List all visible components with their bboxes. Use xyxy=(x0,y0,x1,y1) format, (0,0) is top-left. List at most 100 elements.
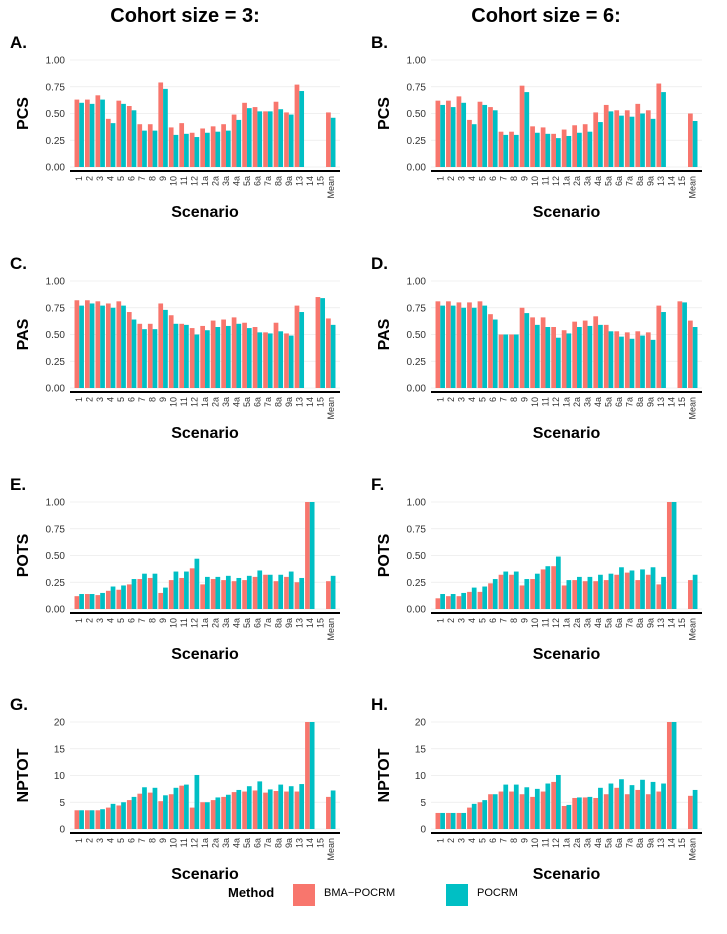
bar-pocrm-1a xyxy=(205,330,210,388)
bar-pocrm-4a xyxy=(598,324,603,388)
bar-bma-pocrm-11 xyxy=(540,127,546,167)
bar-bma-pocrm-3 xyxy=(95,95,101,167)
y-tick-label: 0.25 xyxy=(407,357,427,368)
bar-pocrm-13 xyxy=(299,91,305,167)
bar-pocrm-6a xyxy=(619,779,624,829)
bar-pocrm-2a xyxy=(577,576,582,609)
bar-pocrm-2a xyxy=(215,576,221,609)
x-tick-label: 10 xyxy=(169,838,179,848)
bar-bma-pocrm-1a xyxy=(200,802,205,829)
bar-bma-pocrm-7 xyxy=(498,791,504,829)
x-tick-label: 13 xyxy=(294,176,304,186)
bar-pocrm-2a xyxy=(215,797,221,829)
bar-bma-pocrm-7 xyxy=(137,793,143,829)
bar-bma-pocrm-13 xyxy=(656,584,662,609)
x-tick-label: 6a xyxy=(252,397,262,407)
bar-bma-pocrm-10 xyxy=(530,126,535,167)
panel-letter-a: A. xyxy=(10,33,27,52)
bar-bma-pocrm-mean xyxy=(326,318,331,388)
x-tick-label: 1 xyxy=(435,176,445,181)
x-tick-label: 6a xyxy=(614,618,624,628)
x-tick-label: 7a xyxy=(263,397,273,407)
y-tick-label: 0.25 xyxy=(46,578,66,589)
x-tick-label: 2 xyxy=(446,176,456,181)
x-tick-label: 11 xyxy=(179,838,189,847)
bar-pocrm-9a xyxy=(288,114,294,167)
bar-bma-pocrm-10 xyxy=(530,796,535,829)
x-tick-label: 12 xyxy=(551,618,561,628)
bar-bma-pocrm-4 xyxy=(467,119,472,167)
y-tick-label: 0.00 xyxy=(46,605,66,616)
bar-bma-pocrm-mean xyxy=(688,320,693,388)
bar-bma-pocrm-8 xyxy=(147,323,153,388)
bar-pocrm-15 xyxy=(320,298,325,388)
bar-pocrm-7 xyxy=(503,334,509,388)
bar-bma-pocrm-8 xyxy=(509,334,514,388)
bar-pocrm-12 xyxy=(194,334,200,388)
bar-pocrm-2a xyxy=(215,131,221,167)
x-tick-label: 12 xyxy=(190,397,200,407)
bar-pocrm-9 xyxy=(524,787,530,829)
bar-bma-pocrm-2 xyxy=(446,596,451,609)
bar-bma-pocrm-2a xyxy=(210,126,216,167)
x-tick-label: 9 xyxy=(519,176,529,181)
x-tick-label: 5 xyxy=(116,397,126,402)
x-tick-label: 8a xyxy=(635,838,645,848)
x-tick-label: 5a xyxy=(604,397,614,407)
bar-bma-pocrm-5a xyxy=(242,102,247,167)
bar-bma-pocrm-6a xyxy=(252,107,258,167)
bar-pocrm-11 xyxy=(184,133,189,167)
bar-pocrm-11 xyxy=(184,784,189,829)
bar-pocrm-4 xyxy=(471,124,477,167)
x-tick-label: 10 xyxy=(530,397,540,407)
bar-bma-pocrm-5a xyxy=(242,580,247,609)
x-tick-label: 7a xyxy=(625,397,635,407)
x-axis-label: Scenario xyxy=(171,866,239,883)
bar-pocrm-10 xyxy=(173,134,179,167)
legend-swatch-pocrm xyxy=(446,884,468,906)
y-tick-label: 1.00 xyxy=(407,277,427,288)
bar-bma-pocrm-7 xyxy=(137,124,143,167)
bar-bma-pocrm-4a xyxy=(231,317,237,388)
bar-bma-pocrm-1a xyxy=(200,325,205,388)
x-tick-label: Mean xyxy=(326,397,336,420)
bar-pocrm-2 xyxy=(89,103,95,167)
x-tick-label: 5a xyxy=(604,838,614,848)
bar-bma-pocrm-3 xyxy=(456,812,462,829)
bar-pocrm-9 xyxy=(163,88,168,167)
bar-pocrm-9a xyxy=(650,567,656,609)
bar-bma-pocrm-6a xyxy=(252,327,258,388)
bar-bma-pocrm-9a xyxy=(284,791,289,829)
bar-pocrm-mean xyxy=(692,574,698,609)
bar-bma-pocrm-6 xyxy=(126,800,132,829)
bar-pocrm-6 xyxy=(492,794,498,829)
legend-label-pocrm: POCRM xyxy=(477,887,518,899)
bar-bma-pocrm-1 xyxy=(74,596,80,609)
bar-bma-pocrm-mean xyxy=(688,795,693,829)
bar-pocrm-3a xyxy=(587,131,593,167)
x-tick-label: 2 xyxy=(85,618,95,623)
bar-pocrm-6 xyxy=(492,319,498,388)
bar-bma-pocrm-6a xyxy=(614,787,620,829)
x-tick-label: 6 xyxy=(127,618,137,623)
bar-bma-pocrm-8a xyxy=(635,580,641,609)
bar-pocrm-7a xyxy=(629,338,635,388)
y-tick-label: 1.00 xyxy=(46,498,66,509)
y-tick-label: 1.00 xyxy=(407,498,427,509)
bar-bma-pocrm-3a xyxy=(221,319,226,388)
x-axis-label: Scenario xyxy=(533,866,601,883)
x-tick-label: 7 xyxy=(498,618,508,623)
y-tick-label: 0.50 xyxy=(407,551,427,562)
x-tick-label: 4 xyxy=(467,397,477,402)
bar-bma-pocrm-2a xyxy=(210,800,216,829)
x-tick-label: 14 xyxy=(667,838,677,848)
bar-pocrm-4a xyxy=(236,789,242,829)
bar-pocrm-7 xyxy=(142,787,147,829)
x-tick-label: 5a xyxy=(242,838,252,848)
x-tick-label: Mean xyxy=(688,618,698,641)
bar-pocrm-8 xyxy=(152,573,158,609)
y-tick-label: 0.25 xyxy=(407,578,427,589)
